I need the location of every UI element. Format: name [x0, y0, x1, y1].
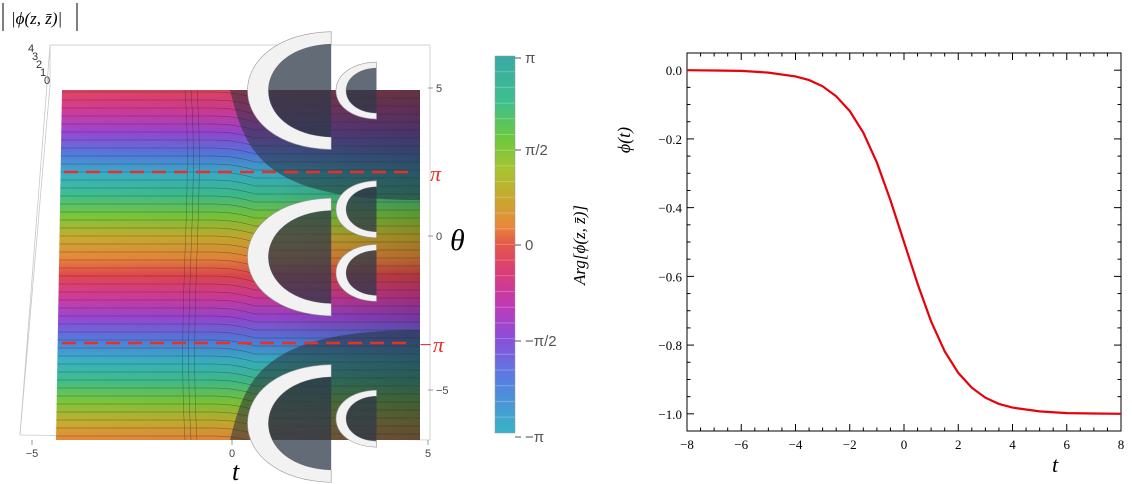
contour-line — [188, 90, 194, 440]
colorbar-tick-label: π — [525, 50, 535, 67]
pole — [247, 364, 332, 483]
y-tick-label: −0.4 — [658, 201, 682, 216]
contour-line — [56, 339, 420, 347]
x-tick-label: 5 — [425, 448, 431, 460]
x-ticks: −5 0 5 — [26, 440, 431, 460]
x-tick-label: −8 — [680, 437, 694, 452]
y-axis-label: θ — [450, 224, 465, 257]
contour-line — [56, 435, 420, 440]
contour-line — [56, 163, 420, 171]
reference-label-pi: π — [430, 161, 442, 186]
pole-interior — [268, 44, 332, 138]
x-tick-label: 6 — [1064, 437, 1071, 452]
contour-line — [182, 90, 188, 440]
contour-line — [56, 171, 420, 179]
y-tick-label: −0.2 — [658, 132, 682, 147]
pole-interior — [346, 250, 377, 296]
contour-line — [56, 155, 420, 163]
z-tick-label: 1 — [40, 67, 46, 79]
y-tick-label: 5 — [436, 83, 442, 95]
y-tick-label: 0 — [436, 231, 442, 243]
contour-line — [56, 315, 420, 323]
contour-line — [56, 219, 420, 227]
contour-line — [194, 90, 200, 440]
pole — [335, 389, 377, 448]
pole — [335, 61, 377, 120]
pole — [335, 244, 377, 302]
y-ticks: 0.0 −0.2 −0.4 −0.6 −0.8 −1.0 — [658, 52, 1121, 432]
contour-line — [56, 187, 420, 195]
pole — [335, 180, 377, 239]
y-ticks: 5 0 −5 — [428, 83, 449, 397]
contour-line — [56, 363, 420, 371]
contour-line — [56, 347, 420, 355]
contour-line — [56, 299, 420, 307]
z-axis-label: |ϕ(z, z̄)| — [2, 3, 78, 31]
contour-line — [56, 195, 420, 203]
contour-line — [56, 379, 420, 387]
y-tick-label: −5 — [436, 385, 449, 397]
reference-label-minus-pi: −π — [418, 332, 445, 357]
x-tick-label: 0 — [229, 448, 235, 460]
contour-line — [56, 307, 420, 315]
pole-markers — [247, 31, 377, 483]
contour-line — [56, 123, 420, 131]
contour-line — [56, 115, 420, 123]
contour-line — [56, 291, 420, 299]
contour-line — [56, 355, 420, 363]
x-tick-label: 4 — [1009, 437, 1016, 452]
contour-line — [56, 283, 420, 291]
colorbar-tick-label: −π — [525, 429, 544, 446]
colorbar-tick-label: π/2 — [525, 142, 548, 159]
y-tick-label: 0.0 — [666, 63, 682, 78]
series-line — [686, 69, 1122, 415]
z-tick-label: 2 — [36, 59, 42, 71]
contour-line — [56, 203, 420, 211]
colorbar: π π/2 0 −π/2 −π Arg[ϕ(z, z̄)] — [494, 50, 589, 446]
pole-interior — [346, 68, 377, 114]
x-ticks: −8 −6 −4 −2 0 2 4 6 8 — [680, 53, 1124, 452]
x-tick-label: −2 — [843, 437, 857, 452]
y-tick-label: −1.0 — [658, 407, 682, 422]
x-tick-label: 8 — [1118, 437, 1125, 452]
y-tick-label: −0.6 — [658, 269, 682, 284]
pole — [247, 197, 332, 317]
colorbar-bands — [495, 71, 515, 418]
pole — [247, 31, 332, 150]
colorbar-tick-label: 0 — [525, 237, 533, 254]
contour-line — [56, 371, 420, 379]
x-tick-label: −4 — [789, 437, 803, 452]
x-tick-label: 0 — [901, 437, 908, 452]
svg-text:|ϕ(z, z̄)|: |ϕ(z, z̄)| — [11, 9, 62, 28]
contour-line — [56, 139, 420, 147]
contour-line — [56, 179, 420, 187]
colorbar-tick-label: −π/2 — [525, 333, 557, 350]
contour-line — [56, 323, 420, 331]
pole-interior — [346, 186, 377, 232]
x-axis-label: t — [232, 457, 240, 484]
line-plot: −8 −6 −4 −2 0 2 4 6 8 0.0−0.2−0.4−0.6−0.8−1.0 t … — [614, 52, 1124, 477]
z-tick-label: 4 — [28, 43, 34, 55]
contour-line — [56, 387, 420, 395]
x-axis-label: t — [1052, 452, 1059, 477]
pole-interior — [346, 396, 377, 442]
x-tick-label: −6 — [734, 437, 748, 452]
y-axis-label: ϕ(t) — [614, 127, 635, 153]
x-tick-label: −5 — [26, 448, 39, 460]
colorbar-ticks: π π/2 0 −π/2 −π — [515, 50, 557, 446]
z-tick-label: 0 — [44, 75, 50, 87]
contour-line — [56, 147, 420, 155]
contour-line — [56, 211, 420, 219]
contour-line — [56, 331, 420, 339]
z-tick-label: 3 — [32, 51, 38, 63]
pole-interior — [268, 376, 332, 470]
pole-interior — [268, 210, 332, 304]
y-tick-label: −0.8 — [658, 338, 682, 353]
colorbar-label: Arg[ϕ(z, z̄)] — [570, 205, 589, 286]
x-tick-label: 2 — [955, 437, 962, 452]
contour-line — [56, 131, 420, 139]
